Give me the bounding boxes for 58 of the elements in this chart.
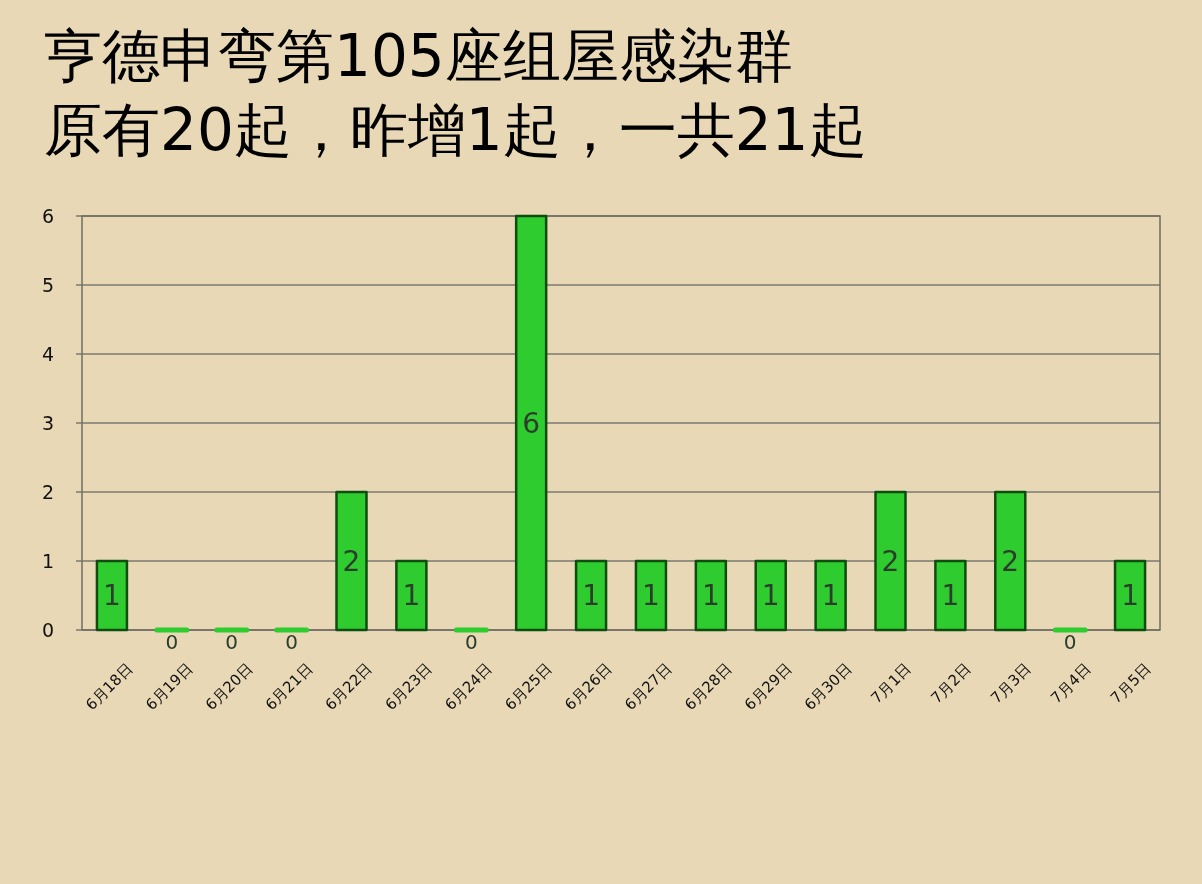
bar bbox=[95, 559, 129, 632]
data-label: 2 bbox=[342, 544, 361, 578]
data-label: 0 bbox=[464, 630, 478, 654]
data-label: 1 bbox=[701, 579, 720, 612]
x-tick-label: 6月28日 bbox=[681, 659, 736, 714]
data-label: 1 bbox=[1121, 579, 1139, 612]
chart-subtitle: 原有20起，昨增1起，一共21起 bbox=[44, 96, 867, 164]
bar bbox=[694, 559, 728, 632]
data-label: 1 bbox=[103, 579, 121, 612]
bar bbox=[634, 559, 668, 632]
x-tick-label: 6月25日 bbox=[501, 659, 556, 714]
x-tick-label: 7月4日 bbox=[1047, 659, 1095, 708]
bar bbox=[395, 559, 428, 632]
bar bbox=[874, 490, 907, 632]
x-tick-label: 6月21日 bbox=[261, 659, 316, 714]
data-label: 6 bbox=[522, 406, 541, 440]
data-label: 1 bbox=[761, 579, 780, 612]
y-tick-label: 2 bbox=[41, 481, 55, 503]
data-label: 1 bbox=[402, 579, 421, 612]
bar bbox=[1113, 559, 1147, 632]
bar bbox=[994, 490, 1027, 632]
data-label: 0 bbox=[285, 630, 298, 654]
data-label: 1 bbox=[821, 579, 840, 612]
x-tick-label: 6月24日 bbox=[441, 659, 496, 714]
data-label: 1 bbox=[941, 579, 960, 612]
data-label: 0 bbox=[1063, 630, 1077, 654]
x-tick-label: 7月3日 bbox=[987, 659, 1035, 708]
x-tick-label: 6月22日 bbox=[321, 659, 376, 714]
y-tick-label: 3 bbox=[41, 412, 55, 434]
x-tick-label: 6月20日 bbox=[201, 659, 257, 714]
data-label: 2 bbox=[881, 544, 900, 578]
x-tick-label: 7月5日 bbox=[1106, 659, 1155, 708]
bar bbox=[514, 214, 548, 632]
data-label: 1 bbox=[642, 579, 660, 612]
bar bbox=[574, 559, 608, 632]
x-tick-label: 7月2日 bbox=[927, 659, 975, 708]
y-tick-label: 1 bbox=[41, 550, 55, 572]
bar bbox=[754, 559, 787, 632]
bar bbox=[814, 559, 847, 632]
chart-title: 亨德申弯第105座组屋感染群 bbox=[44, 22, 793, 90]
x-tick-label: 6月18日 bbox=[82, 659, 137, 714]
y-tick-label: 0 bbox=[41, 619, 55, 641]
x-tick-label: 6月26日 bbox=[561, 659, 616, 714]
bar bbox=[934, 559, 967, 632]
x-tick-label: 6月30日 bbox=[800, 659, 855, 714]
y-tick-label: 6 bbox=[41, 205, 55, 227]
x-tick-label: 6月27日 bbox=[621, 659, 676, 714]
data-label: 0 bbox=[165, 630, 179, 654]
x-tick-label: 6月19日 bbox=[142, 659, 197, 714]
y-tick-label: 5 bbox=[41, 274, 55, 296]
y-tick-label: 4 bbox=[41, 343, 55, 365]
x-tick-label: 6月23日 bbox=[381, 659, 436, 714]
data-label: 0 bbox=[225, 630, 239, 654]
x-tick-label: 7月1日 bbox=[867, 659, 915, 708]
bar bbox=[335, 490, 368, 632]
data-label: 1 bbox=[582, 579, 600, 612]
data-label: 2 bbox=[1001, 544, 1020, 578]
x-tick-label: 6月29日 bbox=[740, 659, 796, 714]
